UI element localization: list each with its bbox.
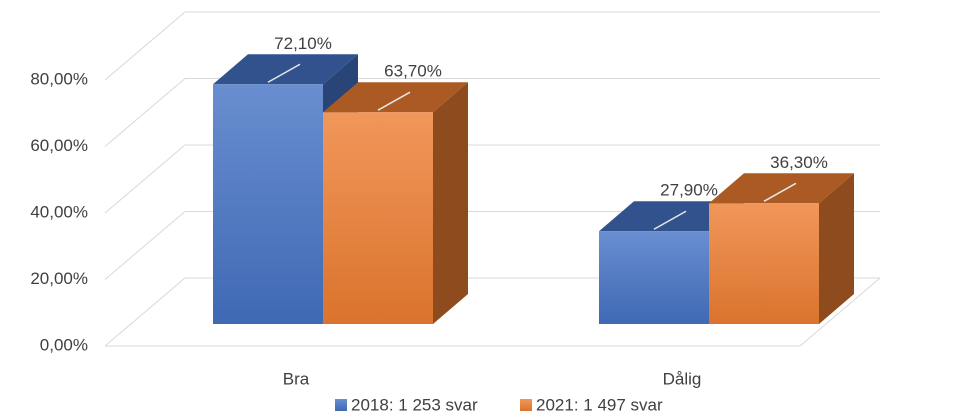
bar-top [213,54,358,85]
bar [323,112,433,324]
bar-side [819,173,854,324]
leader-line [267,63,301,83]
y-tick-label: 80,00% [30,69,88,88]
legend-swatch [520,399,532,411]
y-tick-label: 0,00% [40,335,88,354]
bar-top [599,201,744,232]
x-tick-label: Bra [283,369,310,388]
leader-line [763,182,797,202]
data-label: 36,30% [770,153,828,172]
floor-right [799,277,881,347]
data-label: 72,10% [274,34,332,53]
legend-swatch [335,399,347,411]
legend-label: 2018: 1 253 svar [351,395,478,414]
x-tick-label: Dålig [663,369,702,388]
bar [599,231,709,324]
leader-line [653,210,687,230]
bar-side [433,82,468,324]
data-label: 27,90% [660,181,718,200]
y-tick-label: 20,00% [30,269,88,288]
leader-line [377,91,411,111]
bar [709,203,819,324]
data-label: 63,70% [384,62,442,81]
grid-line [104,144,880,214]
legend-label: 2021: 1 497 svar [536,395,663,414]
y-tick-label: 40,00% [30,202,88,221]
grid-line [104,78,880,147]
grid-line [104,11,880,81]
bar-top [323,82,468,113]
bar [213,84,323,324]
y-tick-label: 60,00% [30,136,88,155]
bar-top [709,173,854,204]
